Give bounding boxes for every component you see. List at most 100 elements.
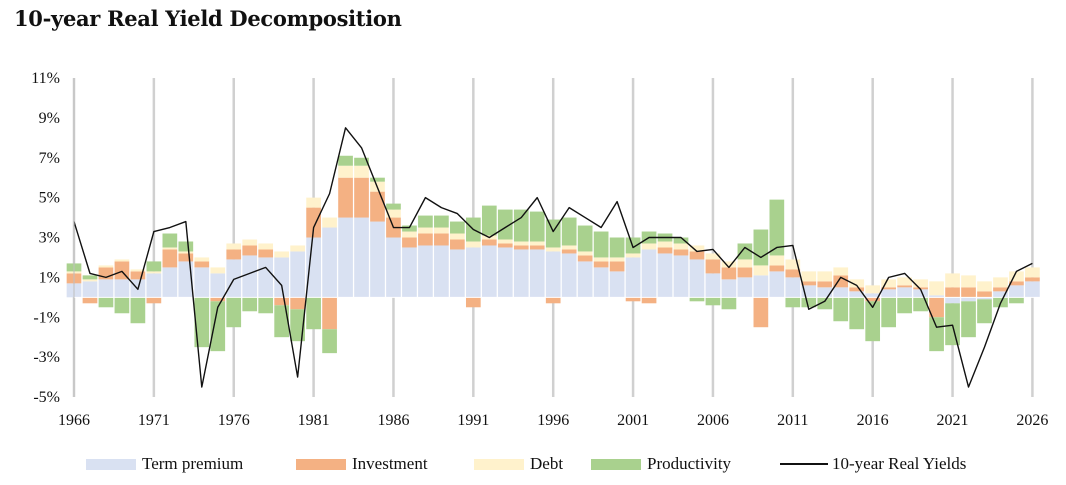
bar-productivity xyxy=(290,309,305,342)
bar-term-premium xyxy=(785,277,801,298)
bar-productivity xyxy=(322,329,337,354)
bar-investment xyxy=(849,287,865,292)
bar-productivity xyxy=(929,317,944,352)
x-tick-label: 2001 xyxy=(617,412,649,429)
y-tick-label: 5% xyxy=(39,190,60,207)
legend-label-investment: Investment xyxy=(352,454,428,473)
bar-debt xyxy=(1025,267,1040,278)
bar-debt xyxy=(465,241,481,248)
y-tick-label: -3% xyxy=(33,349,60,366)
x-tick-label: 2011 xyxy=(777,412,808,429)
bar-debt xyxy=(817,271,833,282)
bar-investment xyxy=(194,261,210,268)
legend-item-term-premium: Term premium xyxy=(86,450,243,478)
legend-label-term-premium: Term premium xyxy=(142,454,244,473)
bar-debt xyxy=(865,285,881,294)
bar-debt xyxy=(801,271,817,282)
bar-investment xyxy=(529,245,545,250)
bar-productivity xyxy=(497,209,513,240)
y-tick-label: -1% xyxy=(33,309,60,326)
bar-productivity xyxy=(210,301,226,352)
bar-investment xyxy=(625,297,641,302)
bar-productivity xyxy=(801,297,817,308)
bar-productivity xyxy=(609,237,625,258)
bar-investment xyxy=(913,287,928,290)
bar-investment xyxy=(465,297,481,308)
x-tick-label: 1991 xyxy=(457,412,489,429)
bar-investment xyxy=(785,269,801,278)
bar-investment xyxy=(242,245,258,256)
legend-swatch-investment xyxy=(296,458,346,470)
bar-debt xyxy=(977,281,992,292)
bar-investment xyxy=(865,297,881,302)
legend-item-debt: Debt xyxy=(474,450,563,478)
bar-debt xyxy=(130,269,146,272)
bar-term-premium xyxy=(737,277,753,298)
bar-investment xyxy=(82,297,98,304)
y-tick-label: -5% xyxy=(33,389,60,406)
bar-investment xyxy=(450,239,465,250)
legend-item-investment: Investment xyxy=(296,450,428,478)
bar-term-premium xyxy=(465,247,481,298)
bar-investment xyxy=(817,281,833,288)
x-tick-label: 1971 xyxy=(138,412,170,429)
bar-debt xyxy=(545,247,561,252)
bar-term-premium xyxy=(114,279,130,298)
bar-term-premium xyxy=(833,287,849,298)
bar-investment xyxy=(354,177,369,218)
bar-investment xyxy=(737,267,753,278)
bar-investment xyxy=(98,267,114,280)
bar-debt xyxy=(689,245,705,252)
bar-term-premium xyxy=(929,295,944,298)
bar-productivity xyxy=(418,215,433,228)
bar-investment xyxy=(322,297,337,330)
bar-productivity xyxy=(513,209,529,242)
x-tick-label: 2006 xyxy=(697,412,729,429)
bar-productivity xyxy=(913,297,928,312)
bar-debt xyxy=(881,279,897,288)
bar-term-premium xyxy=(721,279,737,298)
bar-productivity xyxy=(577,225,593,252)
bar-debt xyxy=(450,233,465,240)
bar-productivity xyxy=(130,297,146,324)
bar-productivity xyxy=(178,241,194,252)
bar-productivity xyxy=(98,297,114,308)
legend-swatch-term-premium xyxy=(86,458,136,470)
bar-productivity xyxy=(386,203,401,210)
bar-term-premium xyxy=(961,297,976,302)
bar-investment xyxy=(689,251,705,260)
bar-term-premium xyxy=(977,297,992,300)
bar-investment xyxy=(945,287,960,298)
bar-productivity xyxy=(114,297,130,314)
bar-term-premium xyxy=(753,275,769,298)
bar-term-premium xyxy=(370,221,385,298)
bar-term-premium xyxy=(897,287,912,298)
bar-productivity xyxy=(689,297,705,302)
bar-investment xyxy=(577,255,593,262)
bar-debt xyxy=(993,277,1008,288)
bar-debt xyxy=(785,259,801,270)
bar-term-premium xyxy=(561,253,577,298)
bar-debt xyxy=(625,253,641,258)
x-tick-label: 2021 xyxy=(937,412,969,429)
bar-investment xyxy=(657,247,673,254)
bar-term-premium xyxy=(769,271,785,298)
bar-productivity xyxy=(881,297,897,328)
x-tick-label: 2016 xyxy=(857,412,889,429)
bar-productivity xyxy=(434,215,449,228)
bar-debt xyxy=(849,279,865,288)
bar-productivity xyxy=(593,231,609,258)
bar-productivity xyxy=(82,275,98,280)
y-tick-label: 9% xyxy=(39,110,60,127)
bar-productivity xyxy=(258,297,274,314)
y-tick-label: 11% xyxy=(31,70,60,87)
x-tick-label: 1966 xyxy=(58,412,90,429)
bar-investment xyxy=(306,207,321,238)
legend-item-real-yields: 10-year Real Yields xyxy=(780,450,966,478)
y-tick-label: 7% xyxy=(39,150,60,167)
bar-debt xyxy=(402,231,417,238)
bar-debt xyxy=(769,255,785,266)
bar-investment xyxy=(434,233,449,246)
bar-term-premium xyxy=(673,255,689,298)
bar-debt xyxy=(322,217,337,228)
